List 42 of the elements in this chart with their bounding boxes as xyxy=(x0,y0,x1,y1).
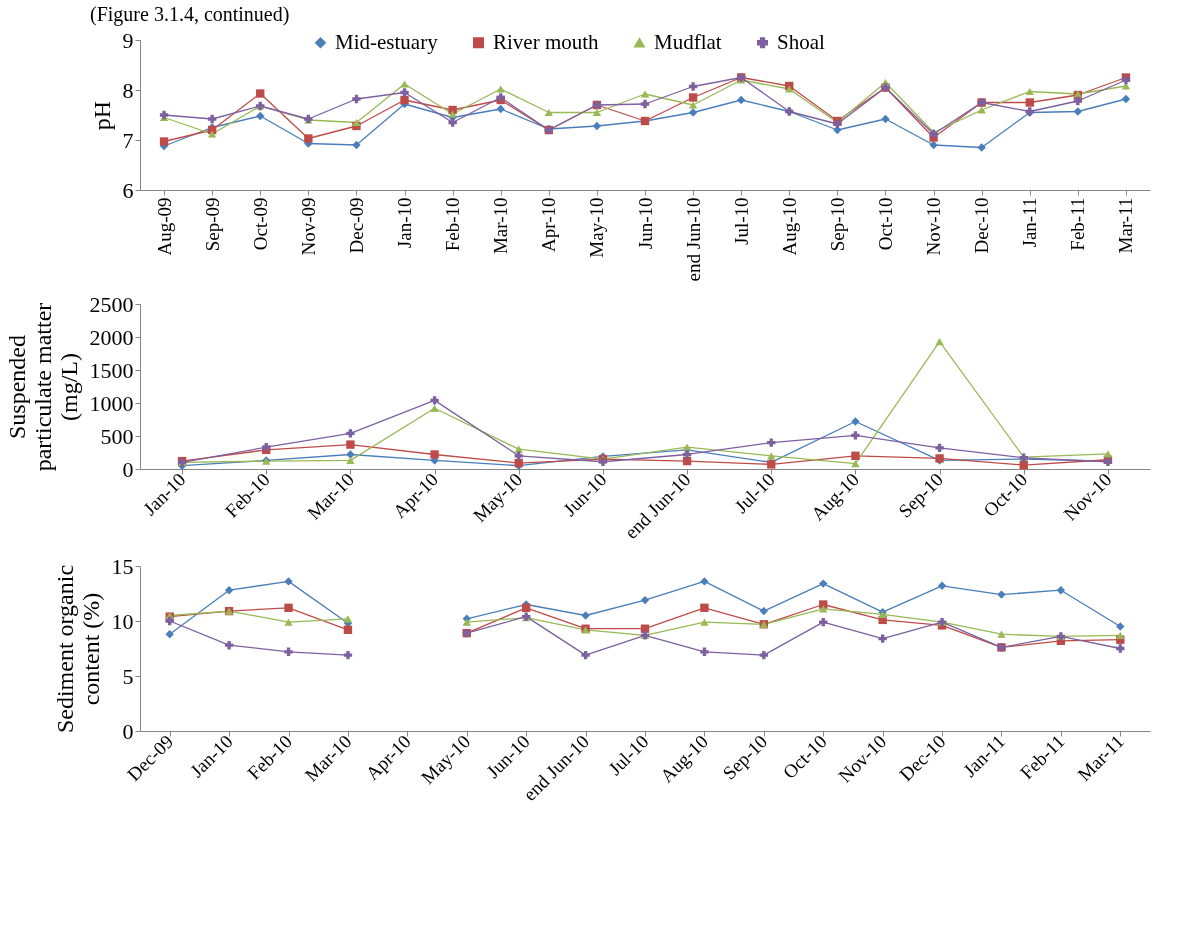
x-tick-label: Aug-09 xyxy=(153,197,175,256)
x-tick-label: Mar-11 xyxy=(1115,197,1137,254)
y-axis-title: pH xyxy=(88,100,115,131)
x-tick-label: Nov-09 xyxy=(297,197,319,256)
y-tick-label: 10 xyxy=(111,608,134,634)
y-tick-label: 1500 xyxy=(89,357,134,383)
legend-label: Mudflat xyxy=(654,29,722,54)
x-tick-label: Oct-09 xyxy=(249,197,271,251)
chart-title: (Figure 3.1.4, continued) xyxy=(90,3,290,26)
x-tick-label: Mar-10 xyxy=(490,197,512,255)
x-tick-label: Oct-10 xyxy=(874,197,896,251)
y-tick-label: 2000 xyxy=(89,324,134,350)
y-tick-label: 0 xyxy=(122,456,134,482)
x-tick-label: Nov-10 xyxy=(923,197,945,256)
x-tick-label: Sep-09 xyxy=(201,197,223,252)
x-tick-label: May-10 xyxy=(586,197,608,258)
y-tick-label: 7 xyxy=(122,127,134,153)
y-axis-title: Sediment organic content (%) xyxy=(51,564,104,734)
y-tick-label: 8 xyxy=(122,77,134,103)
x-tick-label: end Jun-10 xyxy=(682,197,704,282)
x-tick-label: Jan-10 xyxy=(394,197,416,249)
y-tick-label: 9 xyxy=(122,27,134,53)
legend-label: Mid-estuary xyxy=(335,29,439,54)
x-tick-label: Sep-10 xyxy=(826,197,848,252)
y-tick-label: 15 xyxy=(111,553,134,579)
x-tick-label: Aug-10 xyxy=(778,197,800,256)
y-tick-label: 6 xyxy=(122,177,134,203)
y-axis-title: Suspended particulate matter (mg/L) xyxy=(3,302,82,472)
y-tick-label: 2500 xyxy=(89,291,134,317)
y-tick-label: 500 xyxy=(100,423,134,449)
y-tick-label: 1000 xyxy=(89,390,134,416)
x-tick-label: Jul-10 xyxy=(730,197,752,245)
x-tick-label: Jun-10 xyxy=(634,197,656,250)
legend-label: Shoal xyxy=(777,29,825,54)
x-tick-label: Apr-10 xyxy=(538,197,560,252)
legend-label: River mouth xyxy=(493,29,600,54)
x-tick-label: Dec-10 xyxy=(971,197,993,254)
x-tick-label: Dec-09 xyxy=(345,197,367,254)
x-tick-label: Jan-11 xyxy=(1019,197,1041,248)
x-tick-label: Feb-10 xyxy=(442,197,464,252)
y-tick-label: 5 xyxy=(122,663,134,689)
x-tick-label: Feb-11 xyxy=(1067,197,1089,251)
